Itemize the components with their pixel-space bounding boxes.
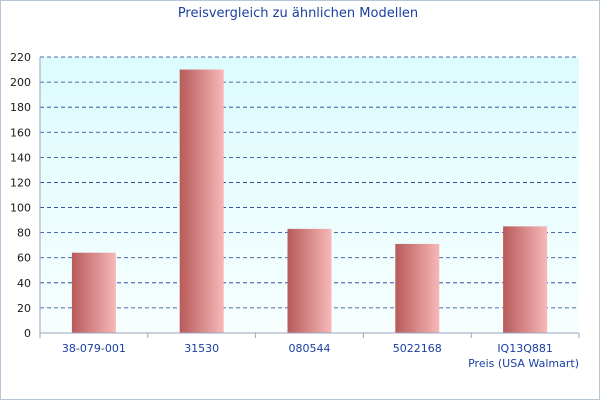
y-tick-label: 60 <box>17 252 31 265</box>
y-tick-label: 180 <box>10 101 31 114</box>
y-axis: 0 20 40 60 80 100 120 140 160 180 200 220 <box>10 51 41 340</box>
y-tick-label: 200 <box>10 76 31 89</box>
y-tick-label: 80 <box>17 227 31 240</box>
bar-31530 <box>179 69 224 333</box>
bars <box>71 69 548 333</box>
category-label: IQ13Q881 <box>497 342 553 355</box>
y-tick-label: 160 <box>10 126 31 139</box>
y-tick-label: 120 <box>10 176 31 189</box>
y-tick-label: 220 <box>10 51 31 64</box>
y-tick-label: 20 <box>17 302 31 315</box>
category-label: 31530 <box>184 342 219 355</box>
y-tick-label: 140 <box>10 151 31 164</box>
bar-38-079-001 <box>71 252 116 333</box>
y-tick-label: 0 <box>24 327 31 340</box>
bar-IQ13Q881 <box>503 226 548 333</box>
x-axis-label: Preis (USA Walmart) <box>468 357 579 370</box>
bar-080544 <box>287 228 332 333</box>
x-axis: 38-079-001 31530 080544 5022168 IQ13Q881 <box>39 332 580 355</box>
category-label: 38-079-001 <box>62 342 126 355</box>
bar-5022168 <box>395 243 440 333</box>
y-tick-label: 40 <box>17 277 31 290</box>
category-label: 080544 <box>289 342 331 355</box>
chart-title: Preisvergleich zu ähnlichen Modellen <box>178 6 418 21</box>
category-label: 5022168 <box>393 342 442 355</box>
y-tick-label: 100 <box>10 202 31 215</box>
gridlines <box>40 56 579 309</box>
